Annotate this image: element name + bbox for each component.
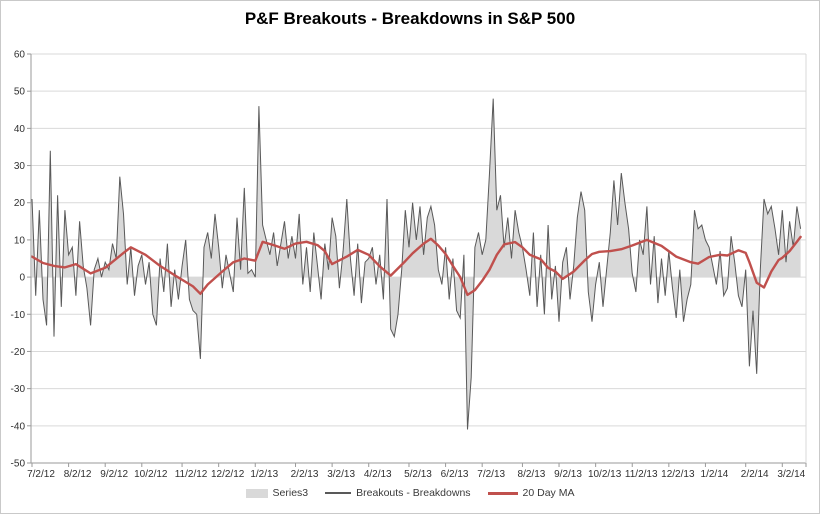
y-tick-label: 0 [19, 273, 25, 284]
ma-line [30, 235, 802, 297]
area-series [32, 98, 801, 430]
x-tick-label: 9/2/13 [554, 469, 582, 480]
x-tick-label: 12/2/13 [661, 469, 695, 480]
chart-title: P&F Breakouts - Breakdowns in S&P 500 [244, 9, 576, 28]
y-tick-label: -50 [11, 459, 26, 470]
y-tick-label: -40 [11, 421, 26, 432]
legend-label-series3: Series3 [272, 487, 309, 499]
y-tick-label: 10 [14, 235, 26, 246]
legend-label-breakouts: Breakouts - Breakdowns [356, 487, 471, 499]
x-tick-label: 9/2/12 [100, 469, 128, 480]
x-tick-label: 6/2/13 [441, 469, 469, 480]
x-tick-label: 11/2/12 [175, 469, 208, 480]
y-tick-label: 30 [14, 161, 26, 172]
legend-label-ma: 20 Day MA [522, 487, 575, 499]
y-tick-label: 50 [14, 87, 26, 98]
legend: Series3 Breakouts - Breakdowns 20 Day MA [1, 483, 819, 503]
y-tick-label: -10 [11, 310, 26, 321]
area-swatch-icon [245, 488, 268, 498]
legend-item-series3: Series3 [245, 487, 309, 499]
x-tick-label: 1/2/14 [701, 469, 729, 480]
x-tick-label: 7/2/12 [27, 469, 55, 480]
y-tick-label: 40 [14, 124, 26, 135]
x-tick-label: 12/2/12 [211, 469, 245, 480]
breakouts-line [31, 98, 802, 430]
legend-item-breakouts: Breakouts - Breakdowns [325, 487, 471, 499]
x-tick-label: 7/2/13 [477, 469, 505, 480]
x-tick-label: 8/2/12 [64, 469, 92, 480]
line-swatch-icon [325, 492, 352, 494]
x-tick-label: 10/2/12 [134, 469, 168, 480]
y-tick-label: 20 [14, 198, 26, 209]
x-tick-label: 5/2/13 [404, 469, 432, 480]
y-tick-label: -30 [11, 384, 26, 395]
x-tick-label: 4/2/13 [364, 469, 392, 480]
legend-item-ma: 20 Day MA [487, 487, 575, 499]
x-tick-label: 11/2/13 [625, 469, 658, 480]
x-tick-label: 2/2/14 [741, 469, 769, 480]
x-tick-label: 2/2/13 [291, 469, 319, 480]
x-tick-label: 3/2/14 [777, 469, 805, 480]
x-tick-label: 10/2/13 [588, 469, 622, 480]
ma-line-swatch-icon [487, 491, 518, 495]
y-tick-label: 60 [14, 50, 26, 61]
x-tick-label: 8/2/13 [518, 469, 546, 480]
y-tick-label: -20 [11, 347, 26, 358]
x-tick-label: 1/2/13 [250, 469, 278, 480]
x-tick-label: 3/2/13 [327, 469, 355, 480]
